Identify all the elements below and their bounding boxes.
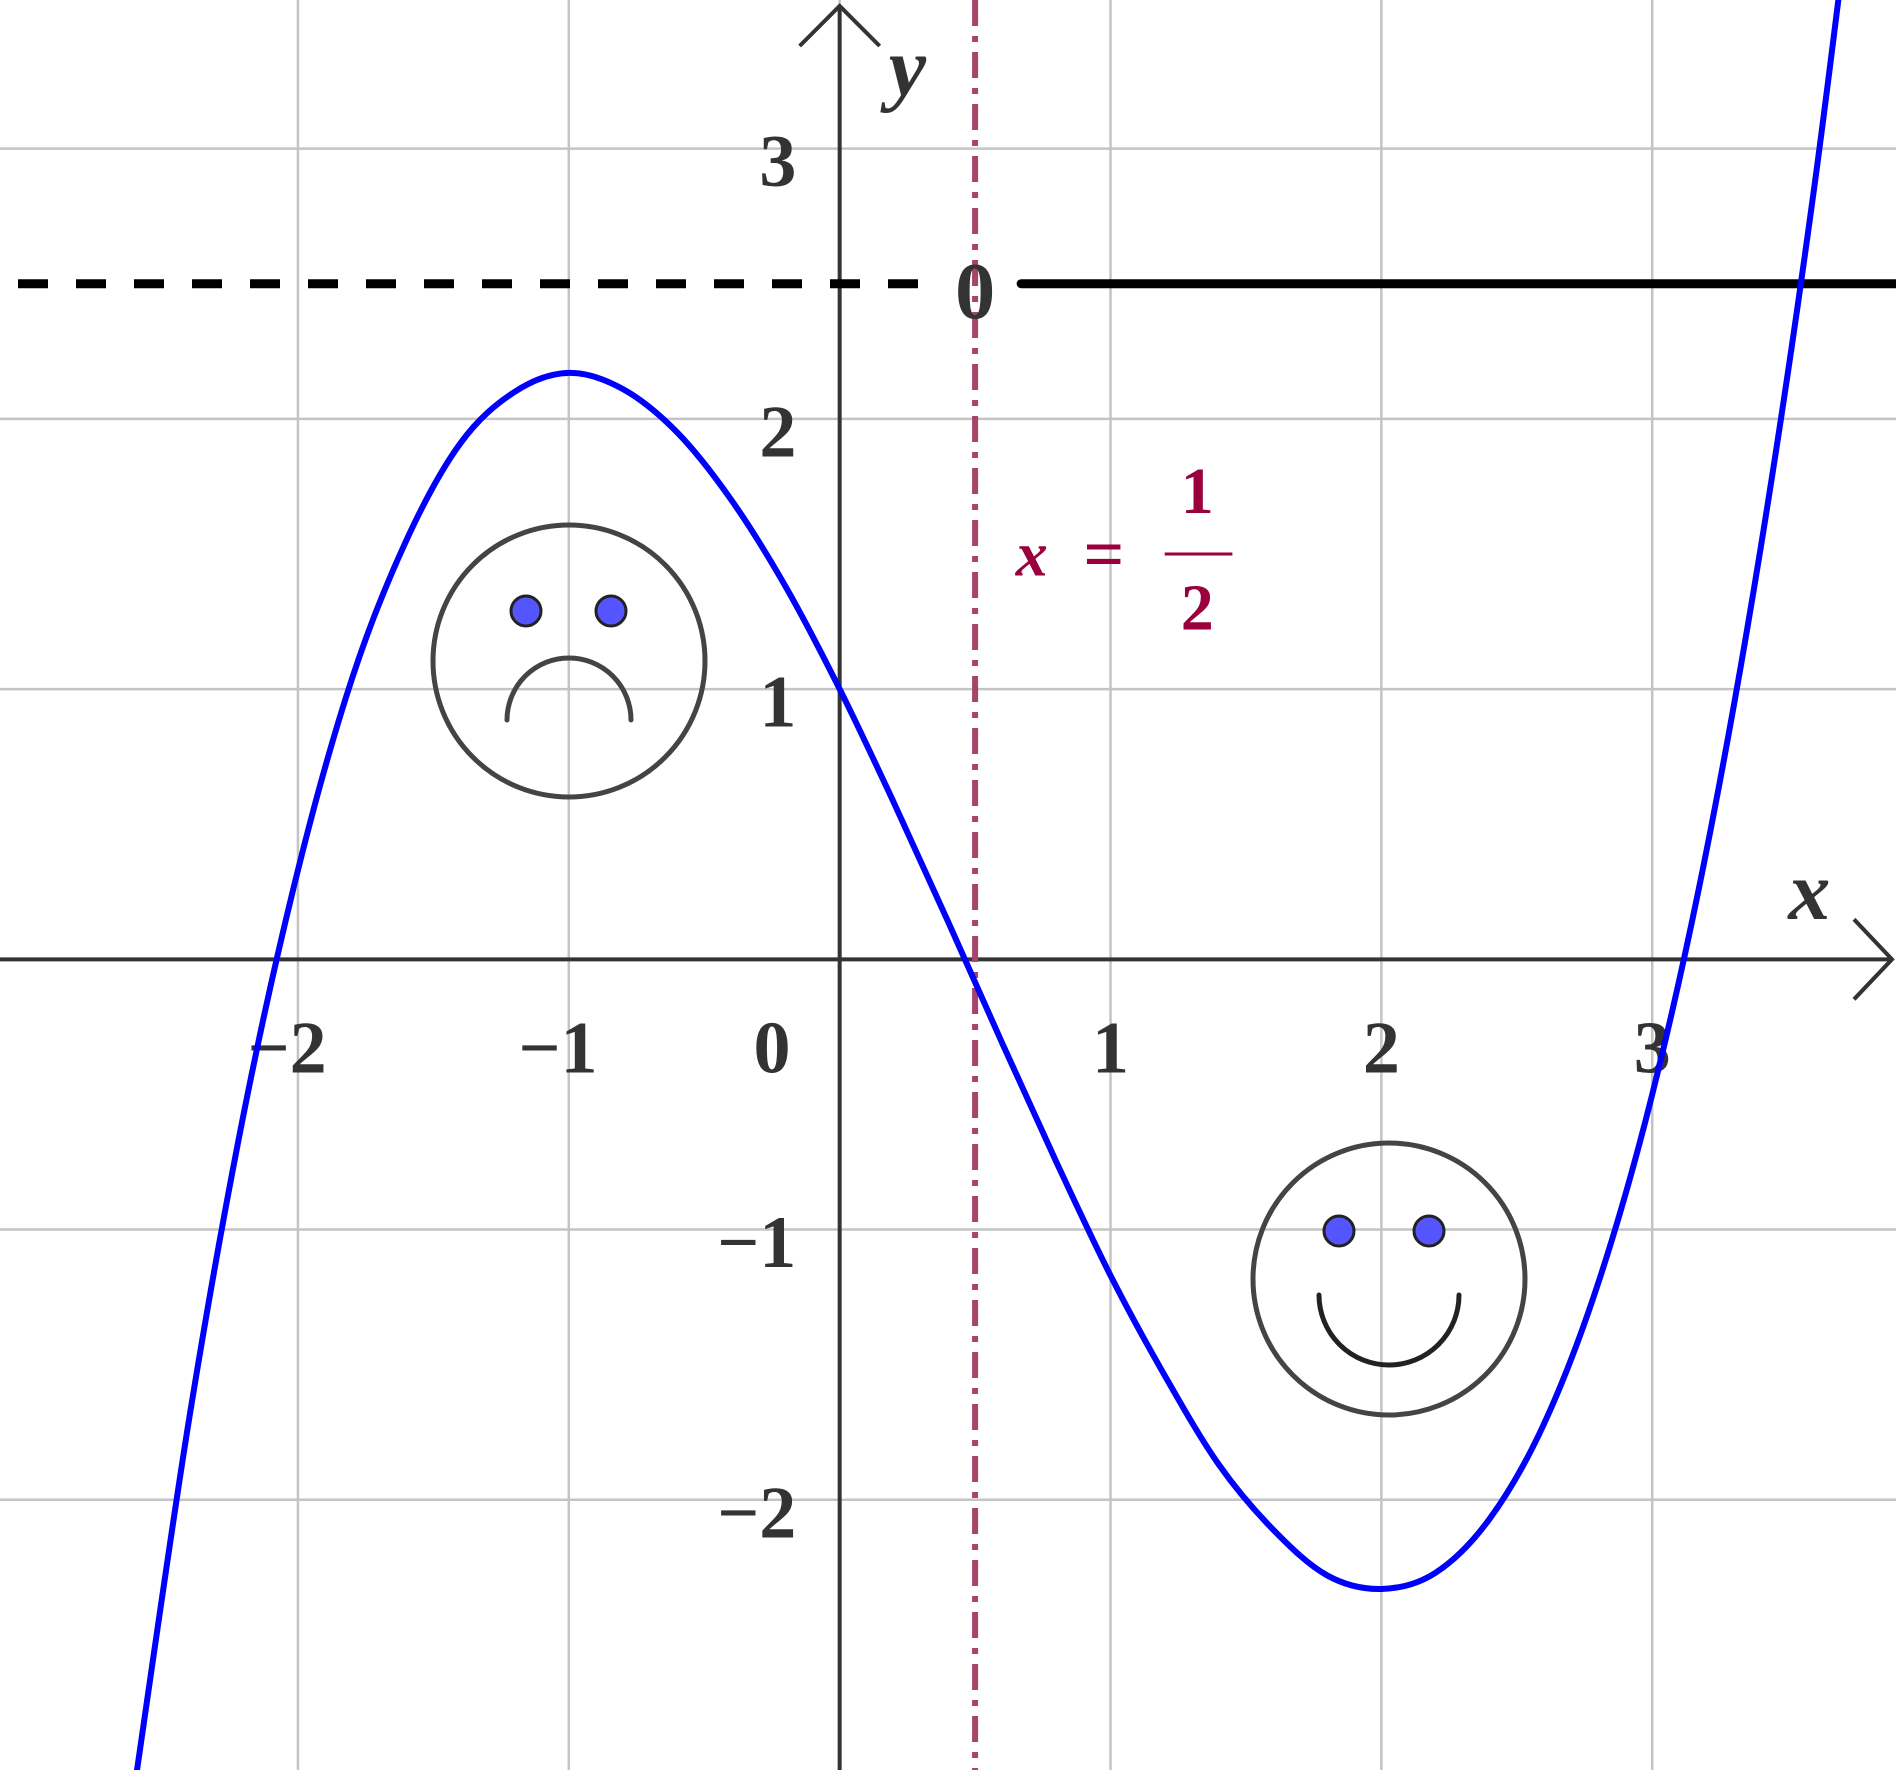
y-axis-arrow: [798, 3, 882, 48]
mouth: [1316, 1292, 1462, 1368]
x-axis-label: x: [1786, 845, 1830, 938]
eye: [1322, 1214, 1356, 1248]
eye: [509, 594, 543, 628]
sad-face: [430, 522, 708, 800]
y-tick-label: −2: [717, 1472, 796, 1554]
vline-label-eq: =: [1083, 514, 1124, 594]
vline-label-denominator: 2: [1181, 572, 1214, 645]
y-axis-label: y: [880, 21, 927, 114]
vline-label-numerator: 1: [1181, 455, 1214, 528]
face-outline: [1250, 1140, 1528, 1418]
face-outline: [430, 522, 708, 800]
y-tick-label: 1: [759, 662, 796, 744]
x-tick-label: 2: [1363, 1008, 1400, 1090]
x-tick-label: −1: [518, 1008, 597, 1090]
reference-line-label: 0: [955, 248, 995, 336]
eye: [594, 594, 628, 628]
happy-face: [1250, 1140, 1528, 1418]
mouth: [504, 655, 634, 723]
vline-label-var: x: [1015, 518, 1048, 589]
x-axis-arrow: [1852, 917, 1895, 1001]
y-tick-label: 2: [759, 391, 796, 473]
y-tick-label: 3: [759, 121, 796, 203]
curve: [133, 0, 1842, 1770]
eye: [1412, 1214, 1446, 1248]
x-tick-label: 0: [753, 1008, 790, 1090]
x-tick-label: 1: [1092, 1008, 1129, 1090]
y-tick-label: −1: [717, 1202, 796, 1284]
